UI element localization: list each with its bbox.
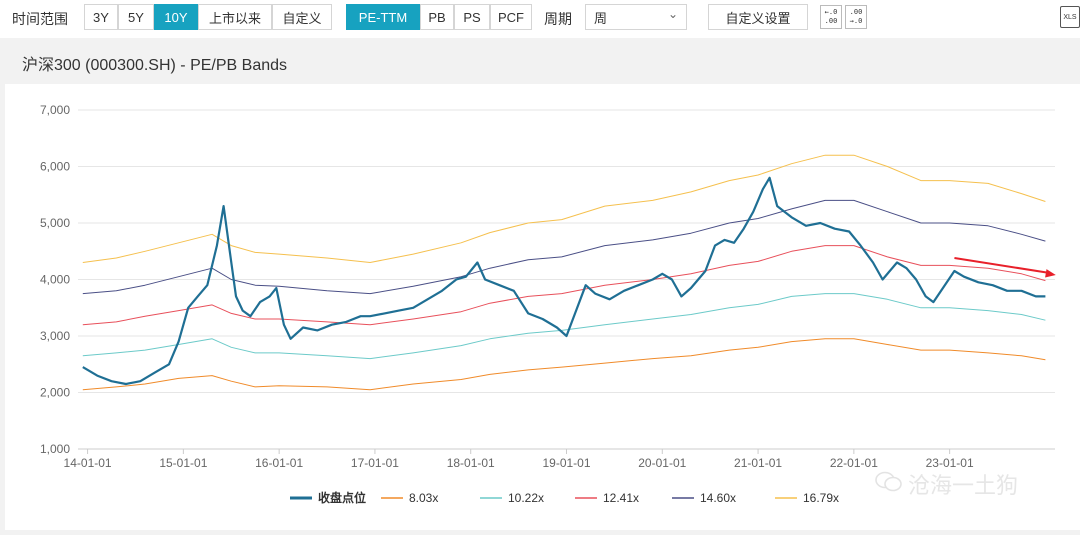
legend-label: 8.03x	[409, 491, 438, 505]
x-tick-label: 19-01-01	[542, 456, 590, 470]
y-tick-label: 5,000	[40, 216, 70, 230]
x-tick-label: 17-01-01	[351, 456, 399, 470]
x-tick-label: 21-01-01	[734, 456, 782, 470]
series-line-band	[82, 338, 1046, 391]
series-line-band	[82, 293, 1046, 360]
legend-label: 16.79x	[803, 491, 839, 505]
range-button-3y[interactable]: 3Y	[84, 4, 118, 30]
wechat-logo-icon	[875, 470, 903, 494]
y-tick-label: 4,000	[40, 273, 70, 287]
pe-band-chart: 1,000 2,000 3,000 4,000 5,000 6,000 7,000 14-01…	[40, 103, 1056, 505]
y-tick-label: 6,000	[40, 160, 70, 174]
xls-export-label: XLS	[1063, 13, 1077, 21]
legend-label: 12.41x	[603, 491, 639, 505]
chart-panel: 1,000 2,000 3,000 4,000 5,000 6,000 7,000 14-01…	[5, 84, 1080, 530]
y-tick-label: 2,000	[40, 386, 70, 400]
metric-button-ps[interactable]: PS	[454, 4, 490, 30]
legend-label: 收盘点位	[318, 490, 366, 505]
series-line-band	[82, 199, 1046, 295]
watermark-text: 沧海一土狗	[908, 474, 1019, 499]
trend-arrow-line	[954, 257, 1050, 274]
chevron-down-icon: ⌄	[667, 7, 678, 21]
x-tick-label: 23-01-01	[926, 456, 974, 470]
title-bar	[0, 38, 1080, 82]
range-label: 时间范围	[12, 11, 68, 27]
y-tick-label: 7,000	[40, 103, 70, 117]
trend-arrow-head	[1045, 269, 1056, 278]
chart-title: 沪深300 (000300.SH) - PE/PB Bands	[22, 57, 288, 74]
period-value: 周	[594, 10, 608, 26]
period-select[interactable]: 周 ⌄	[585, 4, 687, 30]
x-tick-label: 15-01-01	[159, 456, 207, 470]
metric-button-pcf[interactable]: PCF	[490, 4, 532, 30]
range-button-5y[interactable]: 5Y	[118, 4, 154, 30]
y-tick-label: 1,000	[40, 442, 70, 456]
x-tick-label: 20-01-01	[638, 456, 686, 470]
legend-label: 14.60x	[700, 491, 736, 505]
range-button-custom[interactable]: 自定义	[272, 4, 332, 30]
increase-decimals-icon[interactable]: .00 →.0	[845, 5, 867, 29]
series-line-band	[82, 245, 1046, 326]
legend-label: 10.22x	[508, 491, 544, 505]
range-button-since-listing[interactable]: 上市以来	[198, 4, 272, 30]
series-line-close	[82, 176, 1046, 386]
x-tick-label: 14-01-01	[64, 456, 112, 470]
metric-button-pe-ttm[interactable]: PE-TTM	[346, 4, 420, 30]
y-tick-label: 3,000	[40, 329, 70, 343]
x-tick-label: 22-01-01	[830, 456, 878, 470]
custom-settings-button[interactable]: 自定义设置	[708, 4, 808, 30]
series-line-band	[82, 154, 1046, 263]
x-tick-label: 18-01-01	[447, 456, 495, 470]
metric-button-pb[interactable]: PB	[420, 4, 454, 30]
decrease-decimals-icon[interactable]: ←.0.00	[820, 5, 842, 29]
xls-export-icon[interactable]: XLS	[1060, 6, 1080, 28]
range-button-10y[interactable]: 10Y	[154, 4, 198, 30]
x-tick-label: 16-01-01	[255, 456, 303, 470]
period-label: 周期	[544, 11, 572, 27]
toolbar: 时间范围 3Y 5Y 10Y 上市以来 自定义 PE-TTM PB PS PCF…	[0, 0, 1080, 38]
